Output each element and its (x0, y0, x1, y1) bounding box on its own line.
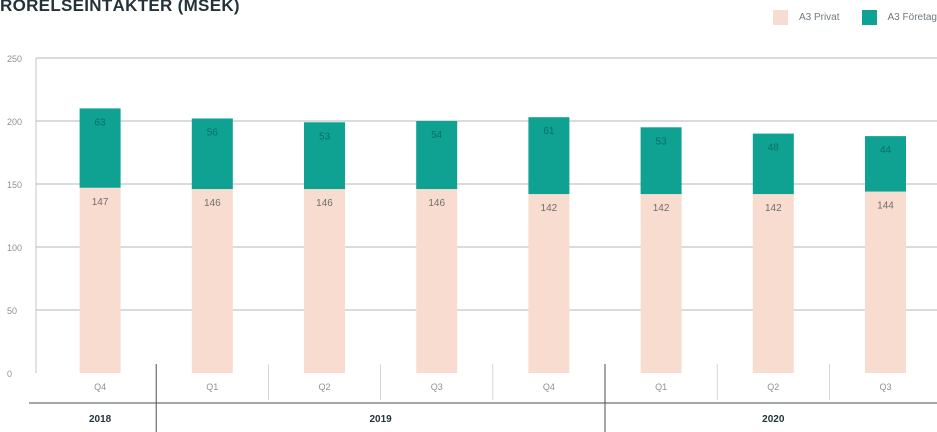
y-tick-label-200: 200 (7, 117, 22, 127)
x-tick-label-2020-q2: Q2 (767, 382, 779, 392)
data-label-privat-2019-q4: 142 (541, 203, 558, 214)
data-label-privat-2020-q1: 142 (653, 203, 670, 214)
x-tick-label-2019-q3: Q3 (431, 382, 443, 392)
data-label-foretag-2020-q2: 48 (768, 143, 780, 154)
legend-item-foretag: A3 Företag (861, 10, 937, 25)
x-tick-label-2020-q1: Q1 (655, 382, 667, 392)
legend-swatch-privat (772, 10, 788, 25)
bar-privat-2019-q3 (416, 189, 458, 373)
data-label-foretag-2019-q2: 53 (319, 131, 331, 142)
bar-privat-2019-q4 (528, 194, 570, 373)
legend-swatch-foretag (861, 10, 877, 25)
legend-item-privat: A3 Privat (772, 10, 840, 25)
bar-foretag-2019-q4 (528, 117, 570, 195)
legend-label-foretag: A3 Företag (887, 12, 937, 23)
bar-foretag-2019-q1 (191, 118, 233, 190)
bar-privat-2018-q4 (79, 187, 121, 373)
data-label-privat-2018-q4: 147 (92, 197, 109, 208)
data-label-privat-2019-q1: 146 (204, 198, 221, 209)
bar-foretag-2020-q1 (640, 127, 682, 195)
bar-privat-2020-q2 (752, 194, 794, 373)
data-label-privat-2019-q3: 146 (428, 198, 445, 209)
x-tick-label-2019-q2: Q2 (318, 382, 330, 392)
y-tick-label-100: 100 (7, 243, 22, 253)
bar-foretag-2020-q2 (752, 133, 794, 195)
bar-foretag-2018-q4 (79, 108, 121, 188)
bar-privat-2019-q1 (191, 189, 233, 373)
legend-label-privat: A3 Privat (798, 12, 840, 23)
year-label-2020: 2020 (762, 414, 785, 425)
y-tick-label-50: 50 (7, 306, 17, 316)
data-label-foretag-2019-q3: 54 (431, 130, 443, 141)
data-label-foretag-2018-q4: 63 (95, 117, 107, 128)
data-label-foretag-2019-q4: 61 (543, 126, 555, 137)
y-tick-label-150: 150 (7, 180, 22, 190)
x-tick-label-2020-q3: Q3 (879, 382, 891, 392)
x-tick-label-2018-q4: Q4 (94, 382, 106, 392)
year-label-2019: 2019 (369, 414, 392, 425)
bar-foretag-2019-q2 (304, 122, 345, 190)
data-label-foretag-2020-q3: 44 (880, 145, 892, 156)
bar-privat-2019-q2 (304, 189, 345, 373)
y-tick-label-250: 250 (7, 54, 22, 64)
data-label-privat-2020-q3: 144 (877, 201, 894, 212)
x-tick-label-2019-q4: Q4 (543, 382, 555, 392)
x-tick-label-2019-q1: Q1 (206, 382, 218, 392)
bar-privat-2020-q1 (640, 194, 682, 373)
data-label-foretag-2020-q1: 53 (656, 136, 668, 147)
chart-title: RÖRELSEINTÄKTER (MSEK) (0, 0, 240, 15)
legend: A3 Privat A3 Företag (751, 10, 937, 25)
data-label-privat-2019-q2: 146 (316, 198, 333, 209)
data-label-privat-2020-q2: 142 (765, 203, 782, 214)
data-label-foretag-2019-q1: 56 (207, 127, 219, 138)
bar-foretag-2020-q3 (865, 136, 906, 192)
y-tick-label-0: 0 (7, 369, 12, 379)
year-label-2018: 2018 (89, 414, 112, 425)
bar-foretag-2019-q3 (416, 121, 458, 190)
bar-privat-2020-q3 (865, 191, 906, 373)
